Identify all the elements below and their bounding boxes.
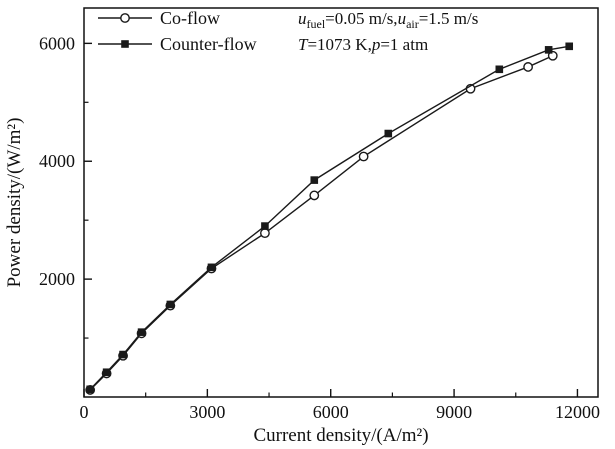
plot-frame	[83, 7, 599, 398]
x-tick-label: 9000	[436, 402, 472, 422]
marker-co-flow	[309, 190, 320, 201]
marker-counter-flow	[137, 328, 146, 336]
x-axis-label: Current density/(A/m²)	[253, 425, 428, 446]
marker-co-flow	[523, 62, 533, 72]
marker-counter-flow	[384, 129, 393, 138]
marker-counter-flow	[544, 46, 553, 54]
marker-counter-flow	[86, 385, 94, 394]
marker-counter-flow	[261, 222, 269, 230]
marker-counter-flow	[565, 42, 574, 51]
x-tick-label: 0	[80, 402, 89, 422]
x-tick-label: 12000	[555, 402, 600, 422]
x-tick-label: 6000	[313, 402, 349, 422]
marker-counter-flow	[166, 300, 175, 309]
y-tick-label: 6000	[39, 33, 75, 53]
marker-counter-flow	[102, 368, 111, 377]
x-tick-label: 3000	[189, 402, 225, 422]
legend-label: Co-flow	[160, 8, 220, 28]
y-tick-label: 2000	[39, 269, 75, 289]
marker-co-flow	[120, 13, 130, 23]
legend-item-co-flow: Co-flow	[98, 8, 220, 28]
marker-counter-flow	[119, 350, 127, 359]
annotation-line: ufuel=0.05 m/s,uair=1.5 m/s	[298, 9, 478, 31]
legend-label: Counter-flow	[160, 34, 257, 54]
marker-co-flow	[260, 228, 270, 239]
y-axis-label: Power density/(W/m²)	[4, 118, 25, 288]
annotation-line: T=1073 K,p=1 atm	[298, 35, 428, 54]
y-tick-label: 4000	[39, 151, 75, 171]
marker-counter-flow	[310, 176, 319, 184]
legend-item-counter-flow: Counter-flow	[98, 34, 257, 54]
marker-counter-flow	[207, 263, 216, 272]
marker-counter-flow	[495, 65, 504, 74]
marker-counter-flow	[121, 40, 129, 48]
marker-co-flow	[358, 151, 369, 162]
